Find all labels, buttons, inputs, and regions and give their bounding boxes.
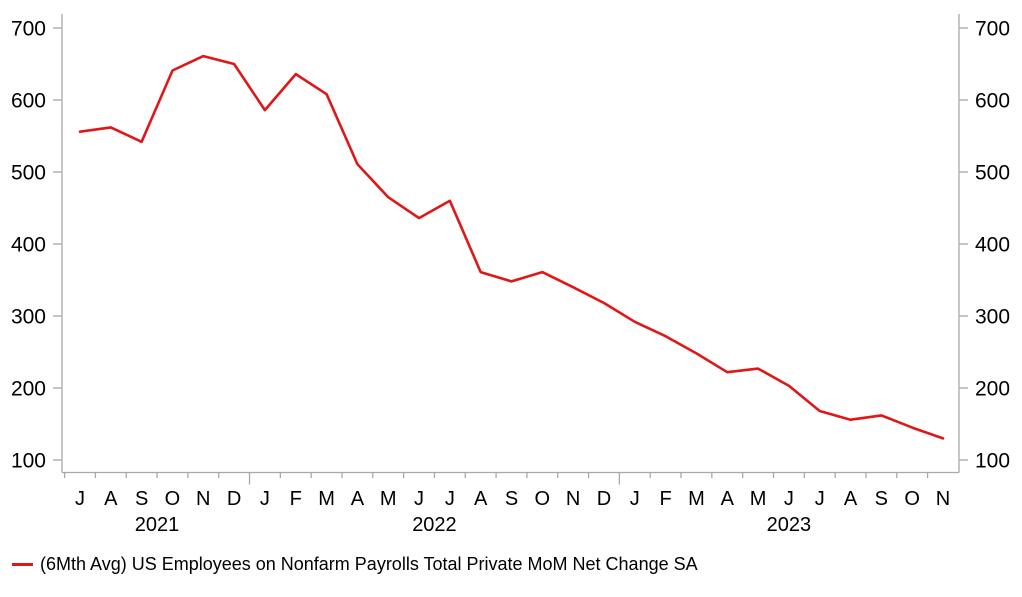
month-label: A (721, 488, 735, 510)
y-tick-label-right: 700 (975, 18, 1010, 41)
month-label: S (135, 488, 148, 510)
month-label: D (597, 488, 611, 510)
month-label: A (104, 488, 118, 510)
y-tick-label-right: 400 (975, 234, 1010, 257)
legend-line-swatch (12, 562, 33, 566)
y-axis-left: 700 600 500 400 300 200 100 (11, 18, 62, 473)
month-label: J (260, 488, 270, 510)
y-tick-label-right: 100 (975, 450, 1010, 473)
month-label: J (630, 488, 640, 510)
y-tick-label-left: 200 (11, 378, 46, 401)
month-label: A (474, 488, 488, 510)
month-label: S (505, 488, 518, 510)
month-label: N (936, 488, 950, 510)
month-label: O (535, 488, 551, 510)
month-label: O (904, 488, 920, 510)
month-label: J (784, 488, 794, 510)
chart-legend: (6Mth Avg) US Employees on Nonfarm Payro… (12, 552, 698, 576)
year-label: 2021 (135, 514, 180, 536)
y-tick-label-left: 100 (11, 450, 46, 473)
y-tick-label-left: 400 (11, 234, 46, 257)
y-tick-label-left: 600 (11, 90, 46, 113)
y-tick-label-right: 600 (975, 90, 1010, 113)
y-tick-label-left: 300 (11, 306, 46, 329)
y-tick-label-left: 500 (11, 162, 46, 185)
month-label: D (227, 488, 241, 510)
month-label: J (75, 488, 85, 510)
month-label: F (290, 488, 302, 510)
y-tick-label-right: 500 (975, 162, 1010, 185)
legend-series-label: (6Mth Avg) US Employees on Nonfarm Payro… (40, 553, 698, 574)
year-label: 2022 (412, 514, 457, 536)
month-label: J (414, 488, 424, 510)
series-line (78, 54, 945, 440)
month-label: N (566, 488, 580, 510)
plot-area: 700 600 500 400 300 200 100 700 600 500 400 300 200 1… (11, 14, 1010, 536)
year-label: 2023 (767, 514, 812, 536)
month-label: N (196, 488, 210, 510)
month-label: A (844, 488, 858, 510)
month-label: A (351, 488, 365, 510)
y-axis-right: 700 600 500 400 300 200 100 (959, 18, 1010, 473)
month-label: O (165, 488, 181, 510)
month-label: J (815, 488, 825, 510)
y-tick-label-right: 300 (975, 306, 1010, 329)
month-label: J (445, 488, 455, 510)
month-label: F (659, 488, 671, 510)
x-axis-year-labels: 2021 2022 2023 (135, 514, 811, 536)
y-tick-label-left: 700 (11, 18, 46, 41)
month-label: M (688, 488, 705, 510)
month-label: M (750, 488, 767, 510)
month-label: M (318, 488, 335, 510)
month-label: S (875, 488, 888, 510)
axis-frame (61, 14, 960, 474)
month-label: M (380, 488, 397, 510)
x-axis-ticks (63, 472, 929, 485)
y-tick-label-right: 200 (975, 378, 1010, 401)
